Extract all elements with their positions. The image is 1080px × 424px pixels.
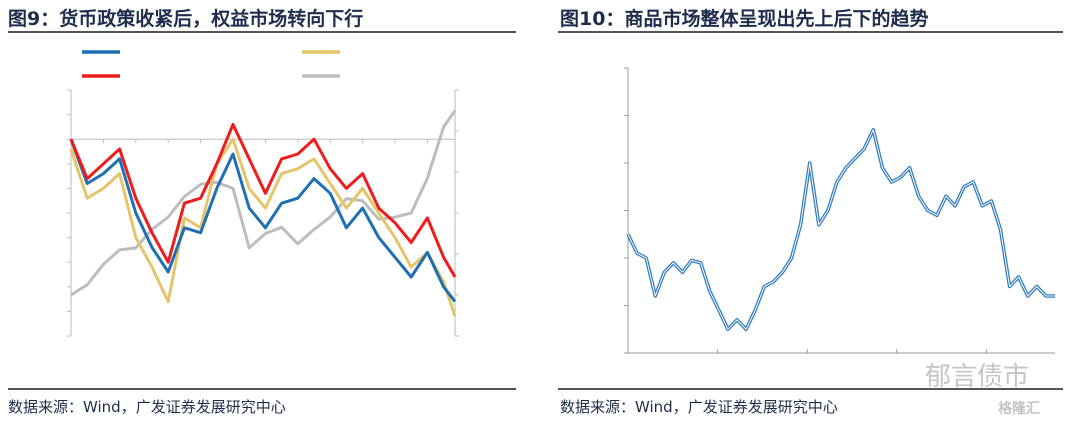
right-title-rule: [558, 31, 1063, 33]
left-title: 图9：货币政策收紧后，权益市场转向下行: [8, 8, 364, 30]
right-source: 数据来源：Wind，广发证券发展研究中心: [560, 398, 838, 416]
series-line-inner: [627, 129, 1055, 330]
left-title-rule: [8, 31, 516, 33]
left-panel: 图9：货币政策收紧后，权益市场转向下行 数据来源：Wind，广发证券发展研究中心: [8, 8, 516, 416]
series-line-outer: [626, 128, 1055, 332]
series-line-0: [69, 138, 457, 303]
series-line-1: [69, 137, 457, 317]
right-chart: [624, 67, 1055, 354]
right-title: 图10：商品市场整体呈现出先上后下的趋势: [560, 8, 929, 30]
left-source-rule: [8, 388, 516, 390]
right-source-rule: [558, 388, 1063, 390]
watermark: 郁言债市: [925, 362, 1030, 392]
series-line-2: [69, 122, 457, 278]
logo-watermark: 格隆汇: [998, 401, 1040, 417]
left-chart: [67, 50, 459, 337]
right-panel: 图10：商品市场整体呈现出先上后下的趋势 数据来源：Wind，广发证券发展研究中…: [540, 0, 1080, 424]
series-line-3: [70, 109, 457, 297]
left-source: 数据来源：Wind，广发证券发展研究中心: [8, 398, 286, 416]
